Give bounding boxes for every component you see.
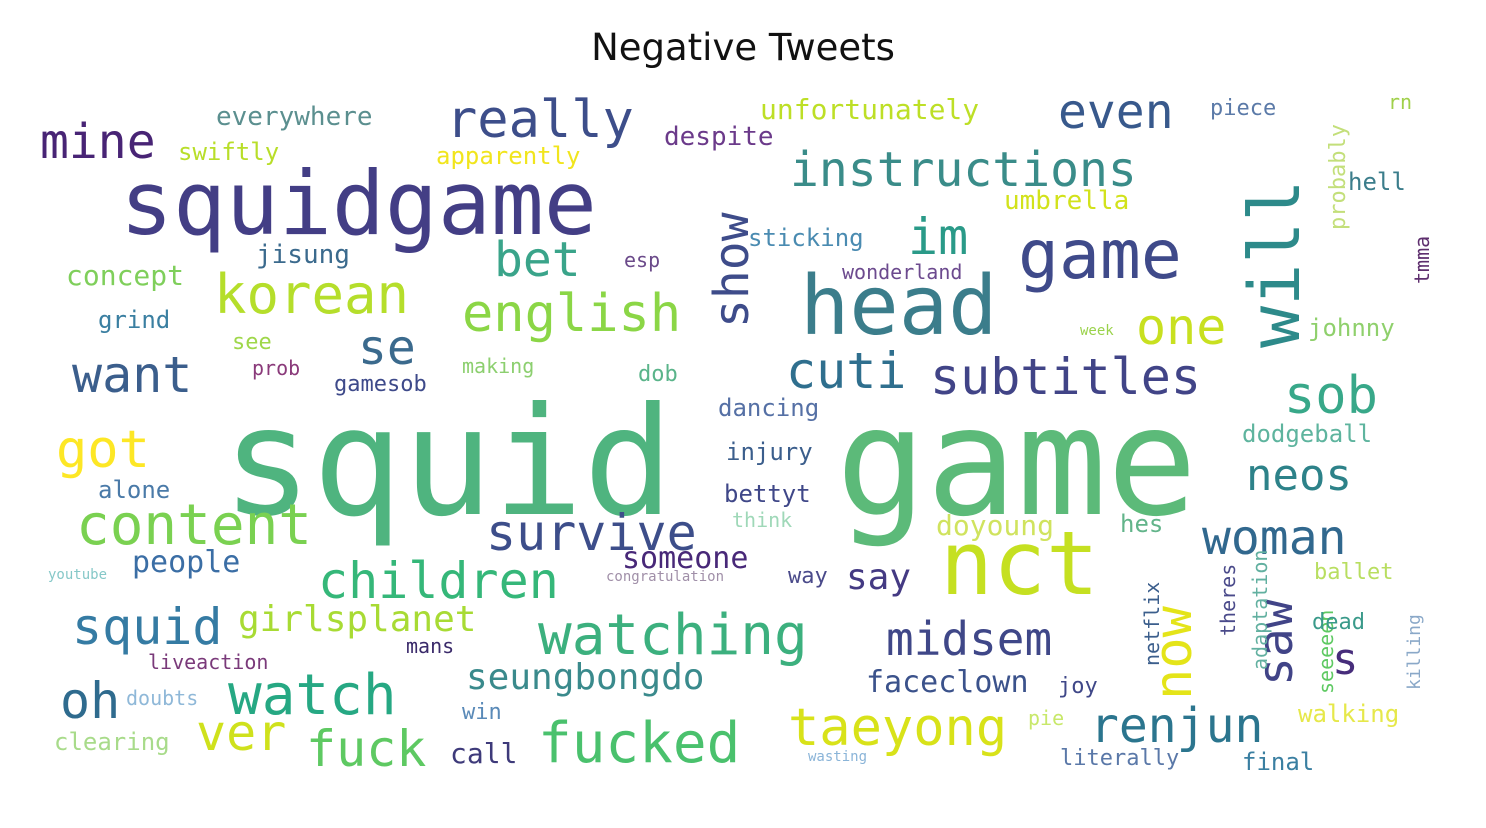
word-one: one (1136, 298, 1227, 356)
word-doubts: doubts (126, 686, 199, 710)
word-probably: probably (1326, 124, 1351, 230)
word-ballet: ballet (1314, 560, 1394, 585)
word-content: content (76, 493, 313, 558)
word-watching: watching (538, 603, 808, 668)
word-ver: ver (196, 704, 287, 762)
word-s: s (1332, 634, 1359, 685)
word-unfortunately: unfortunately (760, 93, 980, 126)
word-woman: woman (1202, 510, 1347, 566)
word-joy: joy (1058, 674, 1098, 699)
word-hell: hell (1348, 168, 1406, 196)
word-pie: pie (1028, 706, 1065, 730)
word-neos: neos (1246, 450, 1352, 501)
word-everywhere: everywhere (216, 102, 373, 132)
word-will: will (1234, 179, 1316, 348)
word-final: final (1242, 748, 1315, 776)
word-squid: squid (72, 598, 223, 656)
word-cuti: cuti (786, 342, 907, 400)
word-wonderland: wonderland (842, 260, 963, 284)
word-piece: piece (1210, 96, 1277, 121)
word-taeyong: taeyong (788, 698, 1008, 758)
word-see: see (232, 330, 272, 355)
word-alone: alone (98, 476, 171, 504)
word-bet: bet (494, 232, 581, 288)
word-win: win (462, 700, 502, 725)
word-oh: oh (60, 672, 121, 730)
word-making: making (462, 354, 535, 378)
word-head: head (800, 259, 998, 354)
word-fucked: fucked (538, 711, 741, 776)
word-netflix: netflix (1140, 581, 1164, 666)
word-mine: mine (40, 114, 156, 170)
word-watch: watch (228, 663, 397, 728)
word-instructions: instructions (790, 142, 1137, 198)
word-umbrella: umbrella (1004, 186, 1130, 216)
word-gamesob: gamesob (334, 372, 427, 397)
word-prob: prob (252, 356, 301, 380)
word-midsem: midsem (886, 612, 1053, 666)
word-way: way (788, 564, 828, 589)
word-theres: theres (1216, 563, 1240, 636)
word-sob: sob (1284, 366, 1378, 426)
word-grind: grind (98, 306, 171, 334)
word-even: even (1058, 84, 1174, 140)
word-dead: dead (1312, 610, 1365, 635)
word-jisung: jisung (256, 240, 350, 270)
word-apparently: apparently (436, 142, 581, 170)
word-congratulation: congratulation (606, 569, 725, 585)
word-say: say (846, 557, 912, 598)
word-adaptation: adaptation (1248, 549, 1272, 670)
word-seungbongdo: seungbongdo (466, 657, 705, 698)
word-youtube: youtube (48, 567, 108, 583)
word-english: english (462, 284, 682, 344)
word-nct: nct (940, 512, 1099, 615)
word-doyoung: doyoung (936, 509, 1055, 542)
word-korean: korean (214, 263, 410, 326)
word-think: think (732, 508, 793, 532)
word-squid: squid (222, 376, 674, 550)
word-wasting: wasting (808, 749, 868, 765)
word-dob: dob (638, 362, 678, 387)
word-bettyt: bettyt (724, 480, 811, 508)
word-dodgeball: dodgeball (1242, 420, 1373, 448)
word-literally: literally (1060, 746, 1180, 771)
word-children: children (318, 552, 559, 610)
word-call: call (450, 737, 518, 770)
word-dancing: dancing (718, 394, 820, 422)
word-johnny: johnny (1308, 314, 1395, 342)
word-mans: mans (406, 634, 455, 658)
word-sticking: sticking (748, 224, 864, 252)
word-tmma: tmma (1410, 235, 1434, 284)
word-really: really (446, 90, 634, 150)
word-im: im (908, 208, 969, 266)
word-esp: esp (624, 248, 661, 272)
chart-title: Negative Tweets (591, 26, 895, 69)
word-renjun: renjun (1090, 698, 1264, 754)
word-squidgame: squidgame (120, 152, 597, 255)
word-people: people (132, 545, 241, 580)
word-injury: injury (726, 438, 813, 466)
word-hes: hes (1120, 510, 1164, 538)
word-cloud: squid game squidgame head nct game will instruc… (40, 84, 1434, 786)
word-game: game (1018, 216, 1182, 295)
word-despite: despite (664, 122, 774, 152)
word-rn: rn (1388, 90, 1413, 114)
word-got: got (56, 420, 150, 480)
word-faceclown: faceclown (866, 665, 1029, 700)
word-want: want (72, 346, 193, 404)
word-fuck: fuck (306, 720, 427, 778)
word-swiftly: swiftly (178, 138, 280, 166)
word-liveaction: liveaction (148, 650, 269, 674)
word-survive: survive (486, 504, 697, 562)
word-game: game (836, 376, 1198, 550)
word-girlsplanet: girlsplanet (238, 599, 477, 640)
word-se: se (358, 320, 416, 376)
word-subtitles: subtitles (930, 348, 1201, 406)
word-walking: walking (1298, 700, 1400, 728)
word-concept: concept (66, 259, 185, 292)
word-week: week (1080, 323, 1114, 339)
word-killing: killing (1404, 614, 1425, 690)
word-clearing: clearing (54, 728, 170, 756)
word-someone: someone (622, 541, 749, 576)
